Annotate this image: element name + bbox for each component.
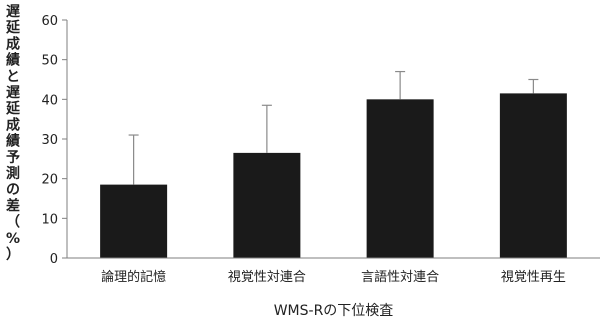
y-axis-title-char: 遅 xyxy=(6,4,20,20)
bar xyxy=(499,93,567,258)
bar xyxy=(233,152,301,258)
x-category-label: 論理的記憶 xyxy=(101,269,166,285)
y-tick-label: 60 xyxy=(41,14,58,29)
y-axis-title-char: % xyxy=(6,231,20,247)
y-axis-title-char: 延 xyxy=(5,100,21,117)
y-axis-title-char: 測 xyxy=(6,165,20,182)
y-axis-title-char: ） xyxy=(6,247,20,263)
y-axis-title-char: 差 xyxy=(6,197,20,214)
x-category-label: 視覚性再生 xyxy=(501,270,566,285)
x-axis-title: WMS-Rの下位検査 xyxy=(274,303,394,319)
y-tick-label: 50 xyxy=(41,54,58,69)
y-axis-title-char: （ xyxy=(6,215,20,231)
x-axis-categories: 論理的記憶 視覚性対連合 言語性対連合 視覚性再生 xyxy=(101,269,566,285)
y-axis-title-char: 績 xyxy=(6,52,20,69)
bar xyxy=(366,99,434,258)
y-tick-label: 30 xyxy=(41,133,58,148)
x-category-label: 言語性対連合 xyxy=(361,269,439,285)
y-tick-label: 0 xyxy=(50,252,58,267)
y-axis-title-char: 成 xyxy=(6,116,20,133)
bar xyxy=(100,184,168,258)
y-axis-title-char: 績 xyxy=(6,133,20,150)
y-tick-label: 10 xyxy=(41,212,58,227)
y-axis-title-char: と xyxy=(6,69,20,85)
y-axis-title-char: 遅 xyxy=(6,85,20,101)
y-axis-title-char: 延 xyxy=(5,19,21,36)
error-bars xyxy=(128,70,539,185)
bars xyxy=(100,93,567,258)
x-category-label: 視覚性対連合 xyxy=(228,270,306,285)
y-axis-title-char: の xyxy=(6,182,20,198)
y-tick-label: 40 xyxy=(41,93,58,108)
y-axis-title-char: 成 xyxy=(6,35,20,52)
y-tick-label: 20 xyxy=(41,173,58,188)
y-axis-ticks: 0 10 20 30 40 50 60 xyxy=(41,14,67,267)
y-axis-title-char: 予 xyxy=(6,150,20,166)
